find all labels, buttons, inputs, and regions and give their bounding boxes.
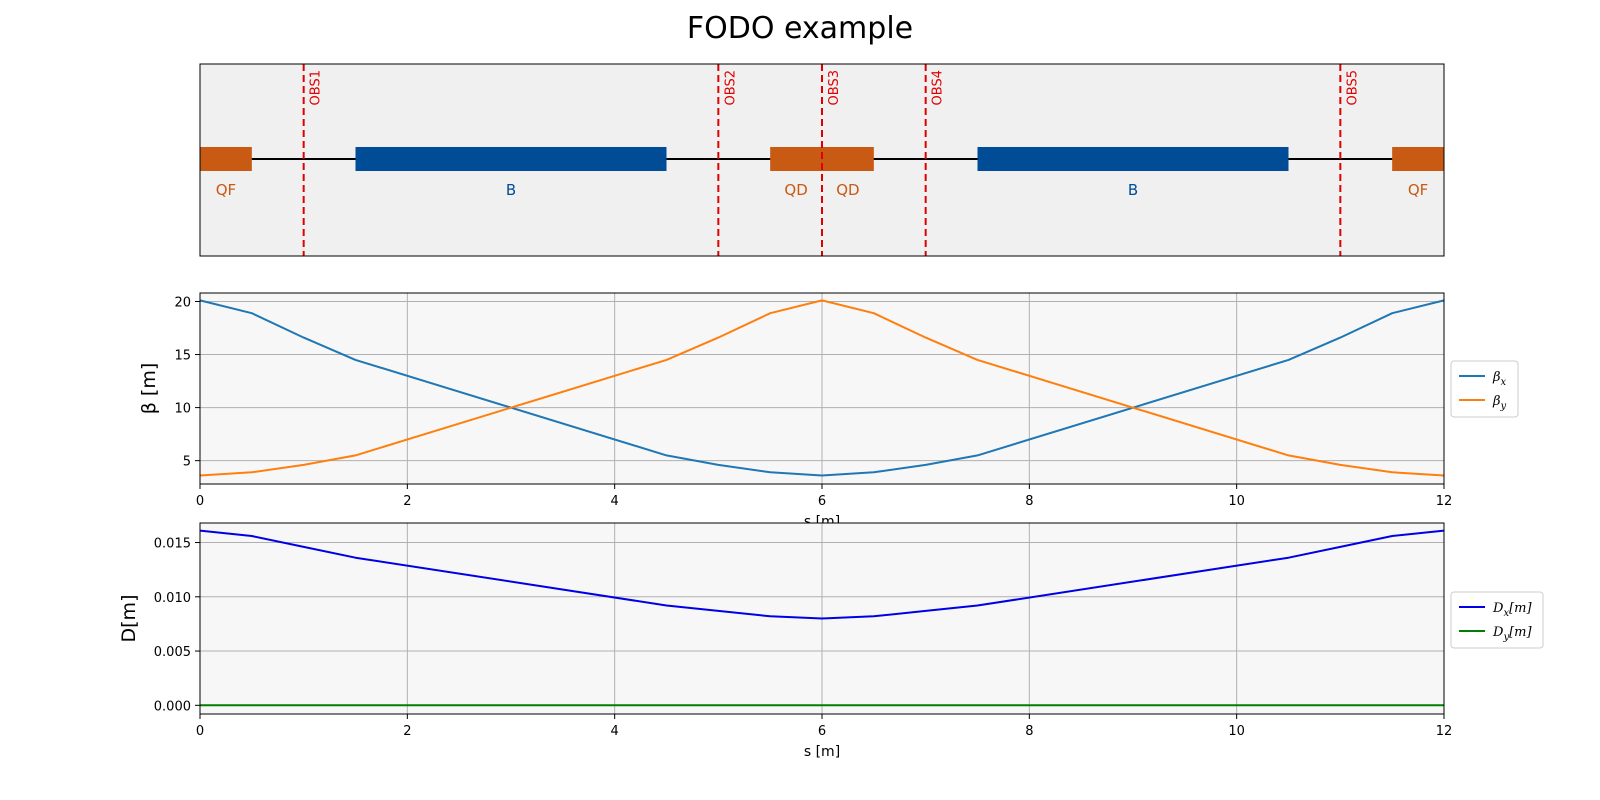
x-tick-label: 6 bbox=[818, 724, 826, 739]
x-tick-label: 12 bbox=[1436, 494, 1453, 509]
observer-label: OBS5 bbox=[1345, 70, 1360, 105]
element-bend bbox=[355, 147, 667, 171]
y-tick-label: 10 bbox=[174, 402, 191, 417]
legend-frame bbox=[1450, 360, 1519, 418]
x-tick-label: 0 bbox=[196, 724, 204, 739]
y-tick-label: 0.005 bbox=[154, 645, 191, 660]
element-quad bbox=[1392, 147, 1444, 171]
axes-frame bbox=[199, 522, 1445, 715]
y-axis-label: D[m] bbox=[118, 595, 140, 643]
legend-series-subscript: x bbox=[1503, 608, 1509, 619]
x-tick-label: 12 bbox=[1436, 724, 1453, 739]
x-tick-label: 4 bbox=[611, 494, 619, 509]
element-quad bbox=[770, 147, 822, 171]
x-tick-label: 10 bbox=[1228, 724, 1245, 739]
element-label: QF bbox=[1408, 181, 1428, 199]
element-label: QD bbox=[784, 181, 807, 199]
y-tick-label: 15 bbox=[174, 349, 191, 364]
legend-series-name: β bbox=[1492, 394, 1501, 409]
legend-series-subscript: y bbox=[1500, 401, 1507, 412]
element-label: B bbox=[506, 181, 516, 199]
legend-series-name: D bbox=[1492, 625, 1504, 640]
series-line-β-x bbox=[199, 299, 1445, 477]
legend-series-name: β bbox=[1492, 370, 1501, 385]
x-tick-label: 10 bbox=[1228, 494, 1245, 509]
element-bend bbox=[977, 147, 1289, 171]
lattice-layout-panel: QF B QD QD B QF OBS1 OBS2 OBS3 OBS4 OBS5 bbox=[199, 63, 1445, 257]
y-tick-label: 20 bbox=[174, 295, 191, 310]
legend-series-subscript: y bbox=[1502, 632, 1509, 643]
y-tick-label: 0.000 bbox=[154, 699, 191, 714]
x-tick-label: 0 bbox=[196, 494, 204, 509]
legend-series-name: D bbox=[1492, 601, 1504, 616]
element-quad bbox=[200, 147, 252, 171]
observer-label: OBS4 bbox=[931, 70, 946, 105]
x-tick-label: 2 bbox=[403, 494, 411, 509]
legend-series-subscript: x bbox=[1501, 377, 1507, 388]
legend-entry: βy bbox=[1492, 394, 1507, 412]
layout-frame bbox=[199, 63, 1445, 257]
observer-label: OBS2 bbox=[723, 70, 738, 105]
x-tick-label: 4 bbox=[611, 724, 619, 739]
element-quad bbox=[822, 147, 874, 171]
y-tick-label: 0.010 bbox=[154, 591, 191, 606]
legend-series-unit: [m] bbox=[1509, 625, 1532, 640]
legend-entry: Dx[m] bbox=[1492, 601, 1532, 619]
x-tick-label: 2 bbox=[403, 724, 411, 739]
y-axis-label: β [m] bbox=[138, 363, 160, 415]
x-axis-label: s [m] bbox=[804, 744, 840, 760]
y-tick-label: 0.015 bbox=[154, 537, 191, 552]
element-label: QD bbox=[836, 181, 859, 199]
element-label: B bbox=[1128, 181, 1138, 199]
x-tick-label: 8 bbox=[1025, 494, 1033, 509]
series-line-β-y bbox=[199, 299, 1445, 477]
legend: Dx[m]Dy[m] bbox=[1450, 591, 1544, 649]
observer-label: OBS3 bbox=[827, 70, 842, 105]
legend-entry: βx bbox=[1492, 370, 1507, 388]
y-tick-label: 5 bbox=[183, 455, 191, 470]
x-tick-label: 8 bbox=[1025, 724, 1033, 739]
legend-entry: Dy[m] bbox=[1492, 625, 1532, 643]
legend-series-unit: [m] bbox=[1509, 601, 1532, 616]
element-label: QF bbox=[216, 181, 236, 199]
observer-label: OBS1 bbox=[309, 70, 324, 105]
figure-title: FODO example bbox=[687, 11, 913, 46]
axes-frame bbox=[199, 292, 1445, 485]
x-tick-label: 6 bbox=[818, 494, 826, 509]
series-line-d-x bbox=[199, 529, 1445, 620]
